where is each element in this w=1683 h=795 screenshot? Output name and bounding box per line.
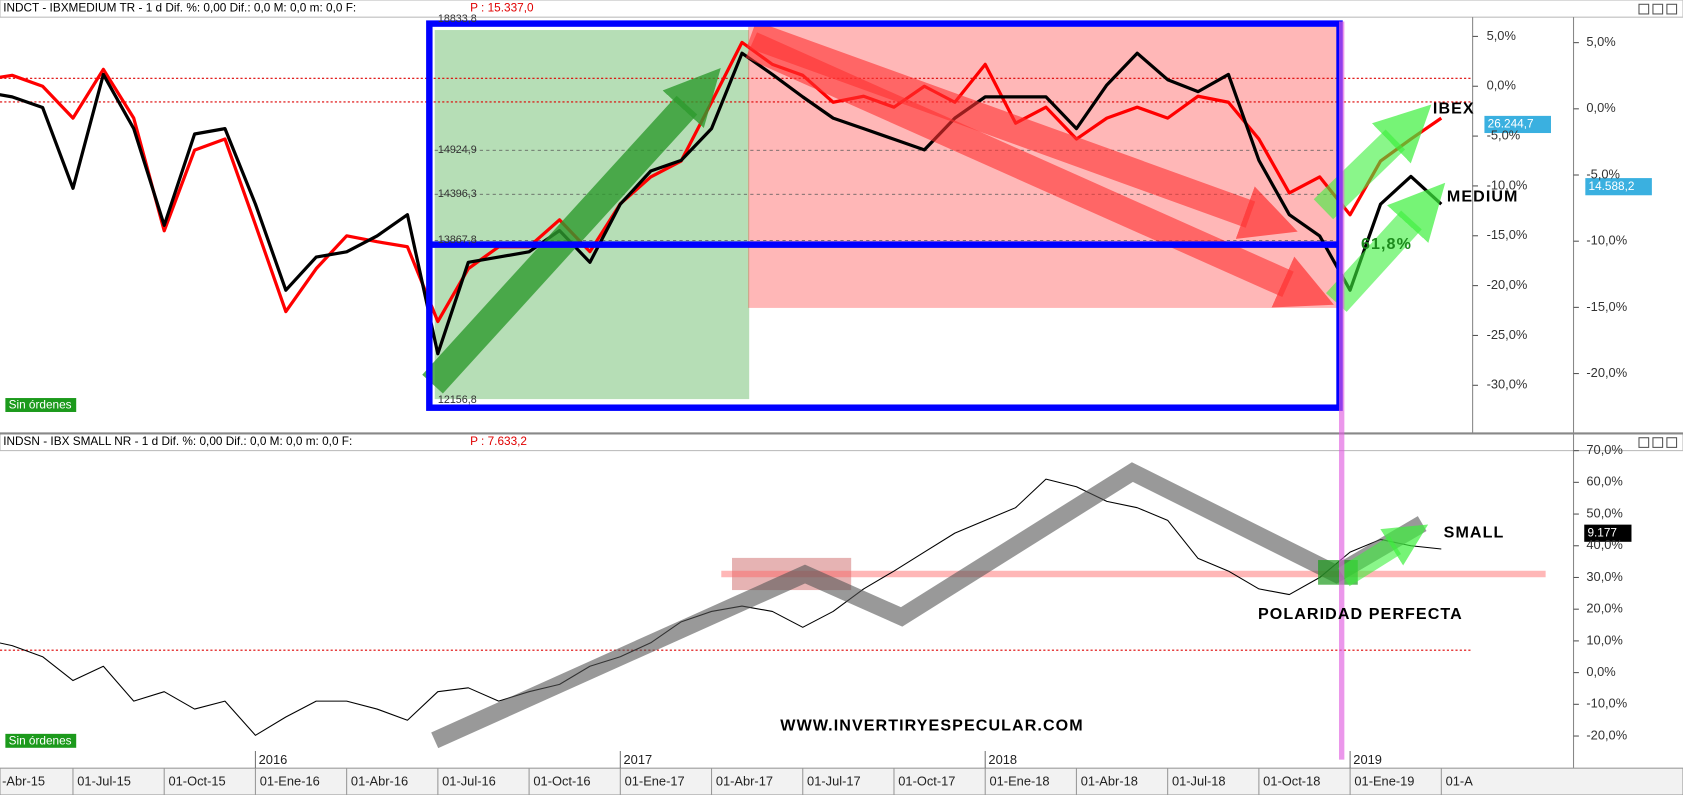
y-tick-label: -10,0%	[1586, 696, 1627, 711]
watermark: WWW.INVERTIRYESPECULAR.COM	[780, 717, 1083, 735]
last-value: 9.177	[1587, 525, 1617, 539]
level-label: 14396,3	[438, 188, 477, 200]
y-tick-label: 0,0%	[1586, 100, 1615, 115]
y-tick-label: -20,0%	[1586, 727, 1627, 742]
x-tick-label: 01-Abr-16	[351, 774, 408, 789]
x-tick-label: 01-Jul-15	[77, 774, 131, 789]
y-tick-label: -15,0%	[1487, 227, 1528, 242]
close-button[interactable]	[1666, 3, 1678, 15]
x-tick-label: 01-Abr-18	[1081, 774, 1138, 789]
x-tick-label: 01-Ene-19	[1354, 774, 1414, 789]
panel-price: P : 7.633,2	[470, 434, 527, 448]
y-tick-label: 0,0%	[1586, 664, 1615, 679]
year-label: 2018	[988, 752, 1017, 767]
x-axis-bar	[0, 767, 1683, 795]
annotation: POLARIDAD PERFECTA	[1258, 605, 1463, 623]
y-tick-label: -20,0%	[1487, 277, 1528, 292]
level-label: 13867,8	[438, 234, 477, 246]
status-badge	[5, 398, 77, 412]
maximize-button[interactable]	[1652, 437, 1664, 448]
y-tick-label: -20,0%	[1586, 365, 1627, 380]
y-tick-label: 5,0%	[1487, 28, 1516, 43]
x-tick-label: 01-Oct-15	[168, 774, 225, 789]
x-tick-label: 01-Jul-16	[442, 774, 496, 789]
minimize-button[interactable]	[1638, 3, 1650, 15]
window-buttons[interactable]	[1638, 3, 1678, 448]
x-tick-label: 01-Jul-17	[807, 774, 861, 789]
x-tick-label: 01-A	[1446, 774, 1474, 789]
x-tick-label: 01-Oct-17	[898, 774, 955, 789]
y-tick-label: 20,0%	[1586, 601, 1622, 616]
y-tick-label: 10,0%	[1586, 632, 1622, 647]
trend-arrow	[1313, 104, 1432, 220]
level-label: 14924,9	[438, 144, 477, 156]
level-label: 18833,8	[438, 13, 477, 25]
y-tick-label: -5,0%	[1487, 127, 1521, 142]
trend-arrow	[1338, 524, 1429, 587]
x-tick-label: 01-Abr-17	[716, 774, 773, 789]
level-label: 12156,8	[438, 394, 477, 406]
series-line	[0, 51, 1443, 356]
maximize-button[interactable]	[1652, 3, 1664, 15]
close-button[interactable]	[1666, 437, 1678, 448]
x-tick-label: 01-Ene-18	[990, 774, 1050, 789]
y-tick-label: 30,0%	[1586, 569, 1622, 584]
trend-arrow	[746, 21, 1298, 239]
y-tick-label: -5,0%	[1586, 166, 1620, 181]
status-text: Sin órdenes	[9, 733, 72, 747]
x-tick-label: 01-Ene-17	[625, 774, 685, 789]
y-tick-label: 5,0%	[1586, 34, 1615, 49]
y-tick-label: 50,0%	[1586, 505, 1622, 520]
minimize-button[interactable]	[1638, 437, 1650, 448]
series-annotation: MEDIUM	[1447, 188, 1519, 206]
panel-header: INDCT - IBXMEDIUM TR - 1 d Dif. %: 0,00 …	[3, 1, 356, 15]
x-tick-label: 01-Jul-18	[1172, 774, 1226, 789]
year-label: 2016	[259, 752, 288, 767]
last-value-box	[1484, 115, 1551, 134]
last-value: 26.244,7	[1488, 117, 1534, 131]
x-tick-label: 01-Oct-18	[1263, 774, 1320, 789]
x-tick-label: 01-Ene-16	[260, 774, 320, 789]
panel-price: P : 15.337,0	[470, 1, 534, 15]
y-tick-label: 0,0%	[1487, 78, 1516, 93]
fib-annotation: 61,8%	[1361, 235, 1412, 253]
trend-arrow	[1325, 182, 1446, 312]
last-value: 14.588,2	[1589, 179, 1635, 193]
status-text: Sin órdenes	[9, 398, 72, 412]
y-tick-label: 40,0%	[1586, 537, 1622, 552]
y-tick-label: 60,0%	[1586, 474, 1622, 489]
year-label: 2019	[1353, 752, 1382, 767]
y-tick-label: -25,0%	[1487, 327, 1528, 342]
x-tick-label: 01-Oct-16	[533, 774, 590, 789]
y-tick-label: 70,0%	[1586, 442, 1622, 457]
last-value-box	[1585, 178, 1652, 196]
y-tick-label: -10,0%	[1487, 177, 1528, 192]
top-header-bar	[0, 0, 1683, 18]
y-tick-label: -15,0%	[1586, 299, 1627, 314]
last-value-box	[1584, 524, 1632, 542]
year-label: 2017	[624, 752, 653, 767]
y-tick-label: -10,0%	[1586, 233, 1627, 248]
panel-header: INDSN - IBX SMALL NR - 1 d Dif. %: 0,00 …	[3, 434, 352, 448]
status-badge	[5, 733, 77, 748]
y-tick-label: -30,0%	[1487, 377, 1528, 392]
x-tick-label: -Abr-15	[2, 774, 45, 789]
series-annotation: SMALL	[1444, 523, 1505, 541]
series-annotation: IBEX	[1433, 100, 1475, 118]
